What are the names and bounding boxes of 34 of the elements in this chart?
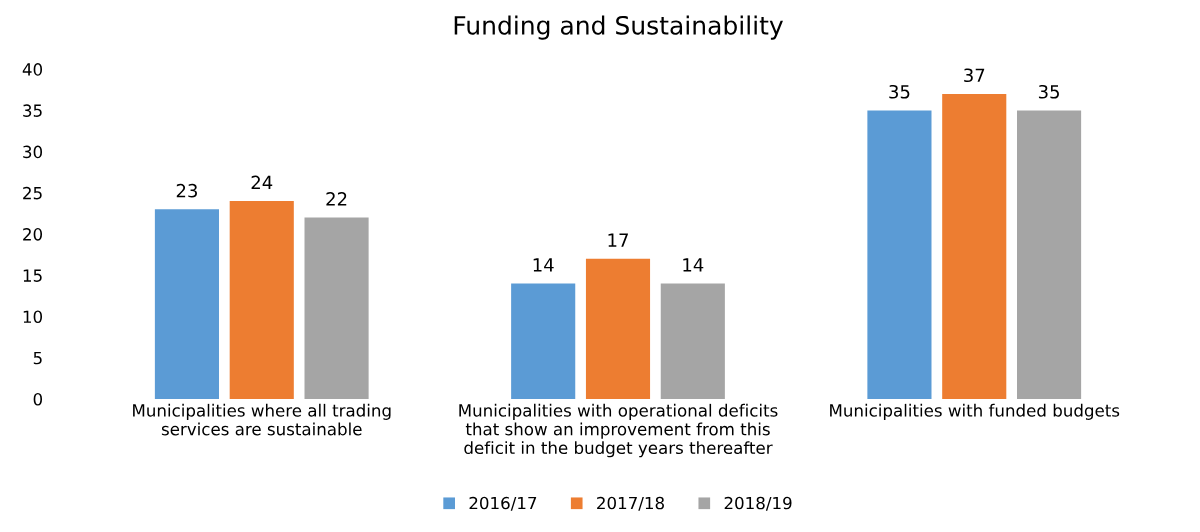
data-label: 37 (964, 68, 985, 83)
data-label: 14 (683, 258, 704, 272)
x-tick-label: Municipalities with funded budgets (830, 403, 1120, 420)
bar (304, 217, 369, 399)
data-label: 22 (326, 192, 347, 206)
data-label: 23 (176, 183, 197, 198)
data-label: 35 (1038, 84, 1059, 99)
x-tick-label: Municipalities where all trading services are sustainable (133, 403, 391, 436)
y-tick-label: 40 (22, 63, 43, 76)
y-tick-label: 35 (23, 104, 42, 117)
y-tick-label: 5 (33, 351, 42, 365)
y-tick-label: 30 (23, 145, 43, 159)
x-tick-label: Municipalities with operational deficits that show an improvement from this deficit in the budget years thereafter (459, 403, 778, 458)
y-tick-label: 25 (23, 186, 42, 200)
legend-label: 2018/19 (724, 496, 792, 511)
data-label: 24 (251, 175, 273, 190)
bar (229, 201, 294, 399)
y-tick-label: 10 (23, 310, 43, 324)
y-tick-label: 0 (33, 392, 43, 406)
bar (660, 283, 725, 399)
legend-label: 2016/17 (469, 496, 537, 511)
bar (867, 110, 932, 399)
bar (511, 283, 576, 399)
data-label: 14 (533, 258, 554, 272)
y-tick-label: 15 (23, 269, 42, 282)
data-label: 17 (608, 233, 628, 247)
bar (154, 209, 219, 399)
bar (942, 93, 1007, 399)
y-tick-label: 20 (23, 228, 43, 241)
chart-title: Funding and Sustainability (454, 15, 783, 40)
bar (585, 258, 651, 399)
data-label: 35 (889, 84, 910, 99)
legend-label: 2017/18 (597, 496, 664, 511)
bar (1017, 110, 1082, 399)
